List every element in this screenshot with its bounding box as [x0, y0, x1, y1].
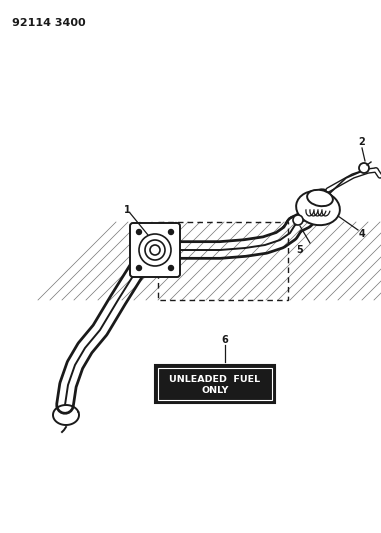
Circle shape	[136, 230, 141, 235]
Text: 5: 5	[297, 245, 303, 255]
Text: 6: 6	[222, 335, 228, 345]
FancyBboxPatch shape	[155, 365, 275, 403]
Circle shape	[359, 163, 369, 173]
Text: 2: 2	[359, 137, 365, 147]
FancyBboxPatch shape	[130, 223, 180, 277]
Circle shape	[168, 265, 173, 271]
Circle shape	[168, 230, 173, 235]
Ellipse shape	[307, 190, 333, 206]
Ellipse shape	[296, 191, 340, 225]
Text: 1: 1	[123, 205, 130, 215]
Bar	[158, 222, 288, 300]
Circle shape	[293, 215, 303, 225]
Text: 92114 3400: 92114 3400	[12, 18, 86, 28]
Text: UNLEADED  FUEL: UNLEADED FUEL	[170, 375, 261, 384]
Text: 4: 4	[359, 229, 365, 239]
Text: ONLY: ONLY	[201, 386, 229, 395]
Circle shape	[145, 240, 165, 260]
Circle shape	[136, 265, 141, 271]
